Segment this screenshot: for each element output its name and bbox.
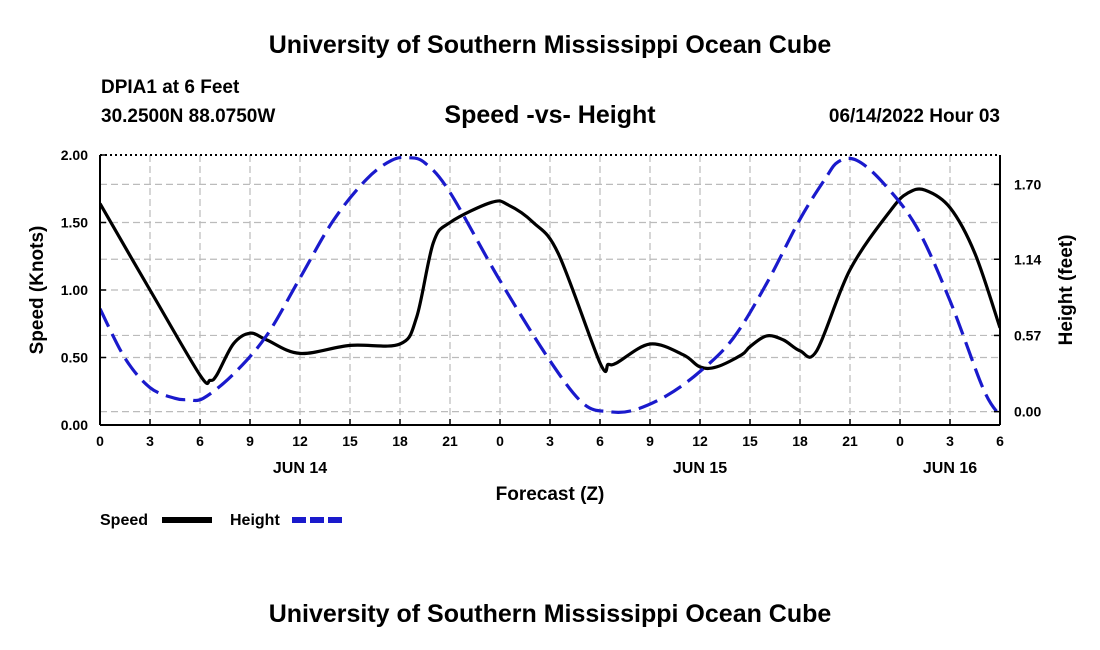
- legend-height-label: Height: [230, 512, 280, 529]
- axis-labels: 0 3 6 9 12 15 18 21 0 3 6 9 12 15 18 21 0 3 6 JUN 14 JUN 15 J…: [27, 147, 1077, 505]
- x-tick-label: 9: [246, 433, 254, 449]
- footer-title: University of Southern Mississippi Ocean…: [268, 600, 832, 628]
- x-tick-label: 0: [96, 433, 104, 449]
- x-tick-label: 3: [546, 433, 554, 449]
- x-tick-label: 6: [196, 433, 204, 449]
- y-tick-label: 1.50: [61, 215, 88, 231]
- x-tick-label: 3: [146, 433, 154, 449]
- y2-tick-label: 0.57: [1014, 327, 1041, 343]
- date-label: JUN 14: [273, 460, 327, 477]
- y2-tick-label: 1.70: [1014, 176, 1041, 192]
- x-tick-label: 12: [292, 433, 308, 449]
- x-axis-title: Forecast (Z): [496, 484, 605, 505]
- x-tick-label: 0: [896, 433, 904, 449]
- y2-axis-title: Height (feet): [1056, 235, 1077, 346]
- x-tick-label: 9: [646, 433, 654, 449]
- y2-tick-label: 0.00: [1014, 404, 1041, 420]
- legend: Speed Height: [100, 512, 342, 529]
- chart-subtitle: Speed -vs- Height: [444, 101, 656, 129]
- chart-title: University of Southern Mississippi Ocean…: [268, 31, 832, 59]
- legend-speed-label: Speed: [100, 512, 148, 529]
- x-tick-label: 15: [742, 433, 758, 449]
- y2-tick-label: 1.14: [1014, 251, 1041, 267]
- y-tick-label: 0.50: [61, 350, 88, 366]
- x-tick-label: 15: [342, 433, 358, 449]
- x-tick-label: 21: [842, 433, 858, 449]
- grid: [100, 155, 1000, 425]
- y-tick-label: 0.00: [61, 417, 88, 433]
- station-coordinates: 30.2500N 88.0750W: [101, 106, 276, 127]
- date-label: JUN 16: [923, 460, 977, 477]
- y-tick-label: 1.00: [61, 282, 88, 298]
- height-series-line: [100, 155, 1000, 417]
- y-tick-label: 2.00: [61, 147, 88, 163]
- x-tick-label: 6: [996, 433, 1004, 449]
- speed-series-line: [100, 187, 1000, 385]
- x-tick-label: 6: [596, 433, 604, 449]
- x-tick-label: 3: [946, 433, 954, 449]
- x-tick-label: 0: [496, 433, 504, 449]
- x-tick-label: 21: [442, 433, 458, 449]
- forecast-datetime: 06/14/2022 Hour 03: [828, 106, 1000, 127]
- x-tick-label: 18: [392, 433, 408, 449]
- y-axis-title: Speed (Knots): [27, 226, 48, 355]
- date-label: JUN 15: [673, 460, 727, 477]
- axes: [99, 154, 1001, 426]
- station-name: DPIA1 at 6 Feet: [101, 77, 240, 98]
- series-layer: [100, 155, 1000, 417]
- x-tick-label: 18: [792, 433, 808, 449]
- x-tick-label: 12: [692, 433, 708, 449]
